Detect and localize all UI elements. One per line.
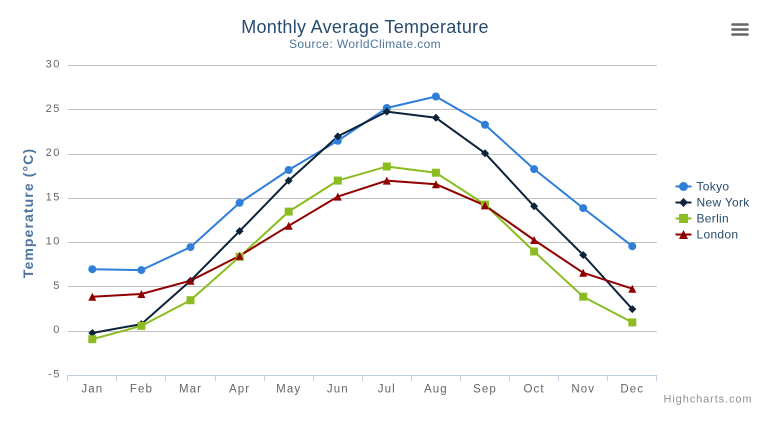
svg-text:Temperature (°C): Temperature (°C) xyxy=(20,148,36,278)
svg-text:Dec: Dec xyxy=(620,384,644,396)
svg-text:London: London xyxy=(697,228,739,242)
svg-text:20: 20 xyxy=(46,147,61,159)
svg-text:0: 0 xyxy=(53,324,61,336)
svg-text:5: 5 xyxy=(53,280,61,292)
svg-text:30: 30 xyxy=(46,59,61,71)
svg-text:10: 10 xyxy=(46,236,61,248)
svg-text:New York: New York xyxy=(697,196,751,210)
svg-text:Jan: Jan xyxy=(81,384,103,396)
svg-text:Highcharts.com: Highcharts.com xyxy=(663,394,752,406)
svg-text:Mar: Mar xyxy=(179,384,202,396)
svg-text:Monthly Average Temperature: Monthly Average Temperature xyxy=(241,17,489,37)
svg-text:Feb: Feb xyxy=(130,384,153,396)
svg-text:Nov: Nov xyxy=(571,384,595,396)
svg-text:15: 15 xyxy=(46,191,61,203)
svg-text:Tokyo: Tokyo xyxy=(697,180,730,194)
svg-text:-5: -5 xyxy=(48,369,61,381)
svg-text:Jun: Jun xyxy=(327,384,349,396)
svg-text:Berlin: Berlin xyxy=(697,212,729,226)
svg-text:25: 25 xyxy=(46,103,61,115)
svg-text:Source: WorldClimate.com: Source: WorldClimate.com xyxy=(289,37,441,51)
svg-text:Jul: Jul xyxy=(378,384,396,396)
svg-text:Sep: Sep xyxy=(473,384,497,396)
svg-text:Aug: Aug xyxy=(424,384,448,396)
svg-text:May: May xyxy=(276,384,301,396)
svg-text:Oct: Oct xyxy=(523,384,544,396)
svg-text:Apr: Apr xyxy=(229,384,250,396)
